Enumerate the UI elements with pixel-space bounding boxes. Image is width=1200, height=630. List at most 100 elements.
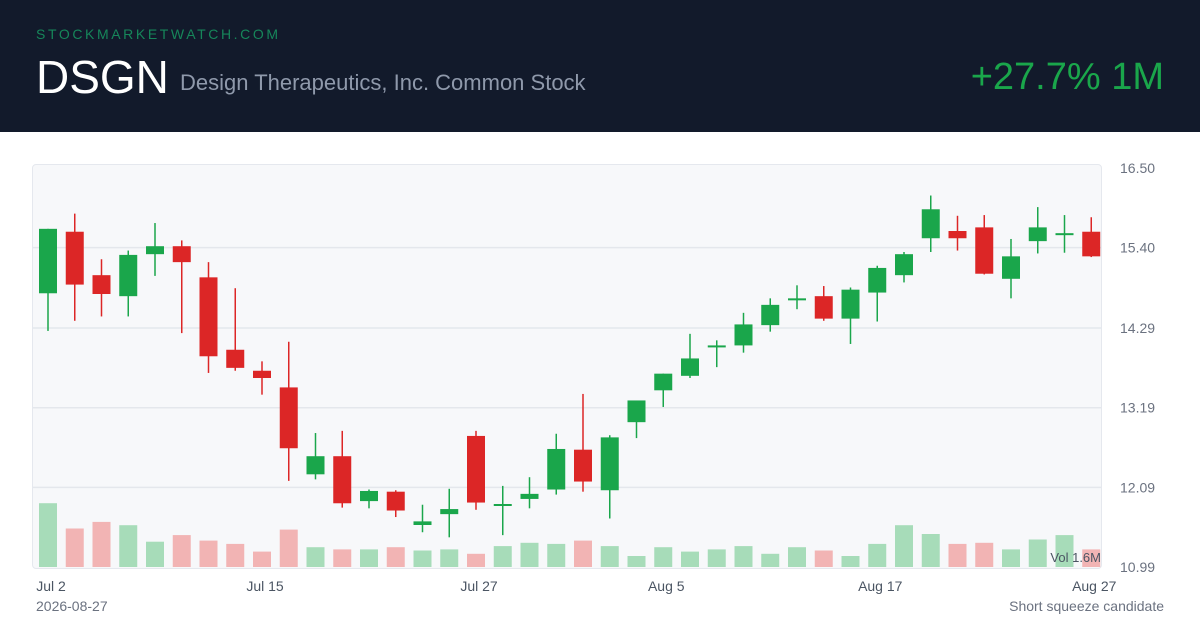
volume-bar: [788, 547, 806, 567]
candle-body: [734, 324, 753, 346]
volume-bar: [895, 525, 913, 567]
candle-body: [253, 370, 271, 378]
candle-body: [1082, 231, 1101, 257]
candle-body: [975, 227, 994, 274]
candle-body: [948, 231, 967, 239]
volume-bar: [199, 540, 218, 567]
volume-bar: [65, 528, 84, 567]
volume-bar: [226, 543, 245, 567]
candle-body: [520, 493, 539, 499]
volume-bar: [119, 525, 138, 567]
candle-body: [547, 448, 566, 490]
x-tick-label: Aug 5: [648, 578, 685, 594]
volume-bar: [253, 551, 271, 567]
y-tick-label: 14.29: [1120, 320, 1155, 336]
candle-body: [1055, 233, 1074, 236]
volume-bar: [467, 553, 485, 567]
candle-body: [413, 521, 432, 525]
candle-body: [761, 304, 780, 326]
candle-body: [199, 277, 218, 357]
candle-body: [279, 387, 298, 449]
x-tick-label: Aug 17: [858, 578, 903, 594]
y-tick-label: 16.50: [1120, 160, 1155, 176]
candle-body: [707, 345, 726, 348]
site-name[interactable]: STOCKMARKETWATCH.COM: [36, 26, 281, 42]
candle-body: [841, 289, 860, 319]
candle-body: [868, 267, 887, 293]
candle-body: [627, 400, 646, 423]
volume-bar: [146, 541, 164, 567]
candle-body: [600, 437, 619, 491]
volume-bar: [868, 543, 887, 567]
volume-bar: [734, 546, 753, 567]
volume-bar: [921, 534, 940, 567]
volume-bar: [92, 521, 111, 567]
candle-body: [386, 491, 405, 511]
volume-bar: [413, 550, 432, 567]
volume-bar: [1028, 539, 1047, 567]
candle-body: [360, 490, 378, 502]
candle-body: [146, 246, 164, 255]
volume-bar: [360, 549, 378, 567]
candle-body: [92, 275, 111, 294]
candle-body: [814, 296, 833, 319]
volume-bar: [1082, 549, 1101, 567]
price-change: +27.7% 1M: [970, 56, 1164, 98]
candle-body: [467, 435, 485, 503]
candle-body: [226, 349, 245, 368]
volume-bar: [948, 543, 967, 567]
x-tick-label: Jul 27: [460, 578, 498, 594]
volume-bar: [707, 549, 726, 567]
y-tick-label: 12.09: [1120, 479, 1155, 495]
volume-bar: [520, 542, 539, 567]
candle-body: [306, 456, 325, 475]
candle-body: [574, 449, 592, 482]
volume-bar: [333, 549, 352, 567]
volume-bar: [440, 549, 459, 567]
volume-label: Vol 1.6M: [1050, 550, 1101, 565]
volume-bar: [1002, 549, 1020, 567]
volume-bar: [654, 547, 673, 567]
volume-bar: [627, 556, 646, 567]
header-bar: STOCKMARKETWATCH.COM DSGN Design Therape…: [0, 0, 1200, 132]
candle-body: [333, 456, 352, 504]
candle-body: [681, 358, 699, 376]
candle-body: [65, 231, 84, 285]
volume-bar: [574, 540, 592, 567]
candle-body: [172, 246, 191, 263]
candle-body: [39, 228, 57, 294]
company-name: Design Therapeutics, Inc. Common Stock: [180, 70, 586, 95]
candle-body: [921, 209, 940, 239]
volume-bar: [306, 547, 325, 567]
y-tick-label: 10.99: [1120, 559, 1155, 575]
candle-body: [1002, 256, 1020, 279]
candle-body: [654, 373, 673, 391]
candle-body: [1028, 227, 1047, 242]
volume-bar: [600, 546, 619, 567]
volume-bar: [761, 553, 780, 567]
volume-bar: [493, 546, 512, 567]
volume-bar: [841, 556, 860, 567]
candle-body: [440, 509, 459, 515]
candle-body: [895, 254, 913, 276]
ticker-symbol: DSGN: [36, 51, 169, 103]
candle-body: [493, 504, 512, 506]
volume-bar: [814, 550, 833, 567]
candle-body: [788, 298, 806, 301]
volume-bar: [681, 551, 699, 567]
x-tick-label: Jul 2: [36, 578, 66, 594]
y-tick-label: 15.40: [1120, 240, 1155, 256]
x-tick-label: Jul 15: [246, 578, 284, 594]
volume-bar: [547, 543, 566, 567]
volume-bar: [975, 542, 994, 567]
chart-date: 2026-08-27: [36, 598, 108, 614]
x-tick-label: Aug 27: [1072, 578, 1117, 594]
candle-body: [119, 254, 138, 297]
volume-bar: [279, 529, 298, 567]
chart-note: Short squeeze candidate: [1009, 598, 1164, 614]
y-tick-label: 13.19: [1120, 400, 1155, 416]
volume-bar: [386, 547, 405, 567]
volume-bar: [1055, 535, 1074, 567]
volume-bar: [172, 535, 191, 567]
